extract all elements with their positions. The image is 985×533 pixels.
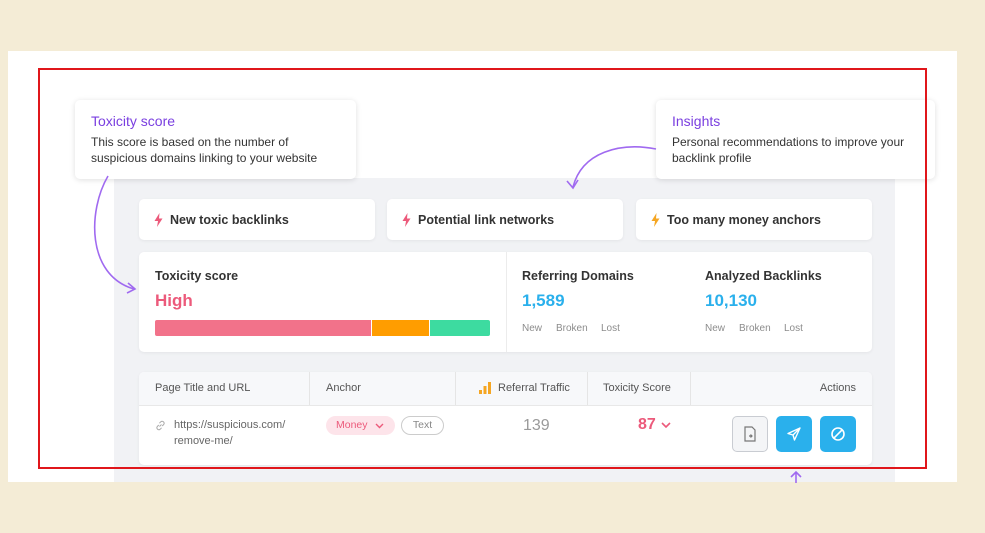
issue-label: New toxic backlinks — [170, 212, 289, 227]
column-header-toxicity[interactable]: Toxicity Score — [603, 382, 671, 394]
insights-callout-title: Insights — [672, 113, 721, 129]
divider — [690, 372, 691, 405]
referral-traffic-value: 139 — [523, 417, 550, 434]
toxicity-score-value: High — [155, 291, 193, 310]
column-header-anchor[interactable]: Anchor — [326, 382, 361, 394]
send-button[interactable] — [776, 416, 812, 452]
block-icon — [831, 427, 845, 441]
export-button[interactable] — [732, 416, 768, 452]
arrow-icon — [566, 146, 657, 190]
orange-bolt-icon — [651, 212, 660, 227]
issue-card-new-toxic-backlinks[interactable]: New toxic backlinks — [139, 199, 375, 240]
toxicity-score-label: Toxicity score — [155, 269, 239, 283]
divider — [587, 372, 588, 405]
url-line: https://suspicious.com/ — [174, 419, 286, 431]
arrow-up-icon — [790, 470, 802, 483]
filter-broken[interactable]: Broken — [739, 323, 771, 334]
divider — [506, 252, 507, 352]
insights-callout-text: Personal recommendations to improve your… — [672, 135, 905, 165]
export-doc-icon — [744, 426, 756, 442]
red-bolt-icon — [154, 212, 163, 227]
red-bolt-icon — [402, 212, 411, 227]
link-icon — [156, 420, 165, 431]
traffic-bars-icon — [479, 382, 491, 394]
toxicity-bar-segment — [372, 320, 431, 336]
anchor-tag-money[interactable]: Money — [326, 416, 395, 435]
block-button[interactable] — [820, 416, 856, 452]
toxicity-score-dropdown[interactable]: 87 — [638, 416, 671, 434]
filter-new[interactable]: New — [522, 323, 543, 334]
issue-label: Potential link networks — [418, 212, 555, 227]
filter-lost[interactable]: Lost — [601, 323, 620, 334]
url-line: remove-me/ — [174, 435, 233, 447]
column-header-page[interactable]: Page Title and URL — [155, 382, 251, 394]
tag-label: Money — [336, 419, 368, 431]
send-icon — [787, 427, 801, 441]
toxicity-callout: Toxicity score This score is based on th… — [75, 100, 356, 179]
analyzed-backlinks-value[interactable]: 10,130 — [705, 291, 757, 310]
arrow-icon — [93, 175, 137, 294]
divider — [455, 372, 456, 405]
issue-label: Too many money anchors — [667, 212, 821, 227]
filter-new[interactable]: New — [705, 323, 726, 334]
page-url-link[interactable]: https://suspicious.com/ remove-me/ — [174, 417, 285, 449]
divider — [309, 372, 310, 405]
column-header-traffic[interactable]: Referral Traffic — [498, 382, 570, 394]
issue-card-too-many-money-anchors[interactable]: Too many money anchors — [636, 199, 872, 240]
chevron-down-icon — [375, 423, 384, 428]
insights-callout: Insights Personal recommendations to imp… — [656, 100, 935, 179]
toxicity-bar — [155, 320, 490, 336]
filter-broken[interactable]: Broken — [556, 323, 588, 334]
tag-label: Text — [412, 419, 433, 431]
column-header-actions: Actions — [819, 382, 856, 394]
issue-card-potential-link-networks[interactable]: Potential link networks — [387, 199, 623, 240]
toxicity-bar-segment — [430, 320, 490, 336]
table-header: Page Title and URL Anchor Referral Traff… — [139, 372, 872, 406]
toxicity-callout-text: This score is based on the number of sus… — [91, 135, 318, 165]
backlinks-table: Page Title and URL Anchor Referral Traff… — [139, 372, 872, 465]
referring-domains-value[interactable]: 1,589 — [522, 291, 565, 310]
toxicity-callout-title: Toxicity score — [91, 113, 176, 129]
toxicity-score-value: 87 — [638, 416, 656, 433]
analyzed-backlinks-label: Analyzed Backlinks — [705, 269, 822, 283]
chevron-down-icon — [661, 421, 671, 428]
filter-lost[interactable]: Lost — [784, 323, 803, 334]
anchor-type-text[interactable]: Text — [401, 416, 444, 435]
stats-card: Toxicity score High Referring Domains 1,… — [139, 252, 872, 352]
referring-domains-label: Referring Domains — [522, 269, 634, 283]
toxicity-bar-segment — [155, 320, 373, 336]
